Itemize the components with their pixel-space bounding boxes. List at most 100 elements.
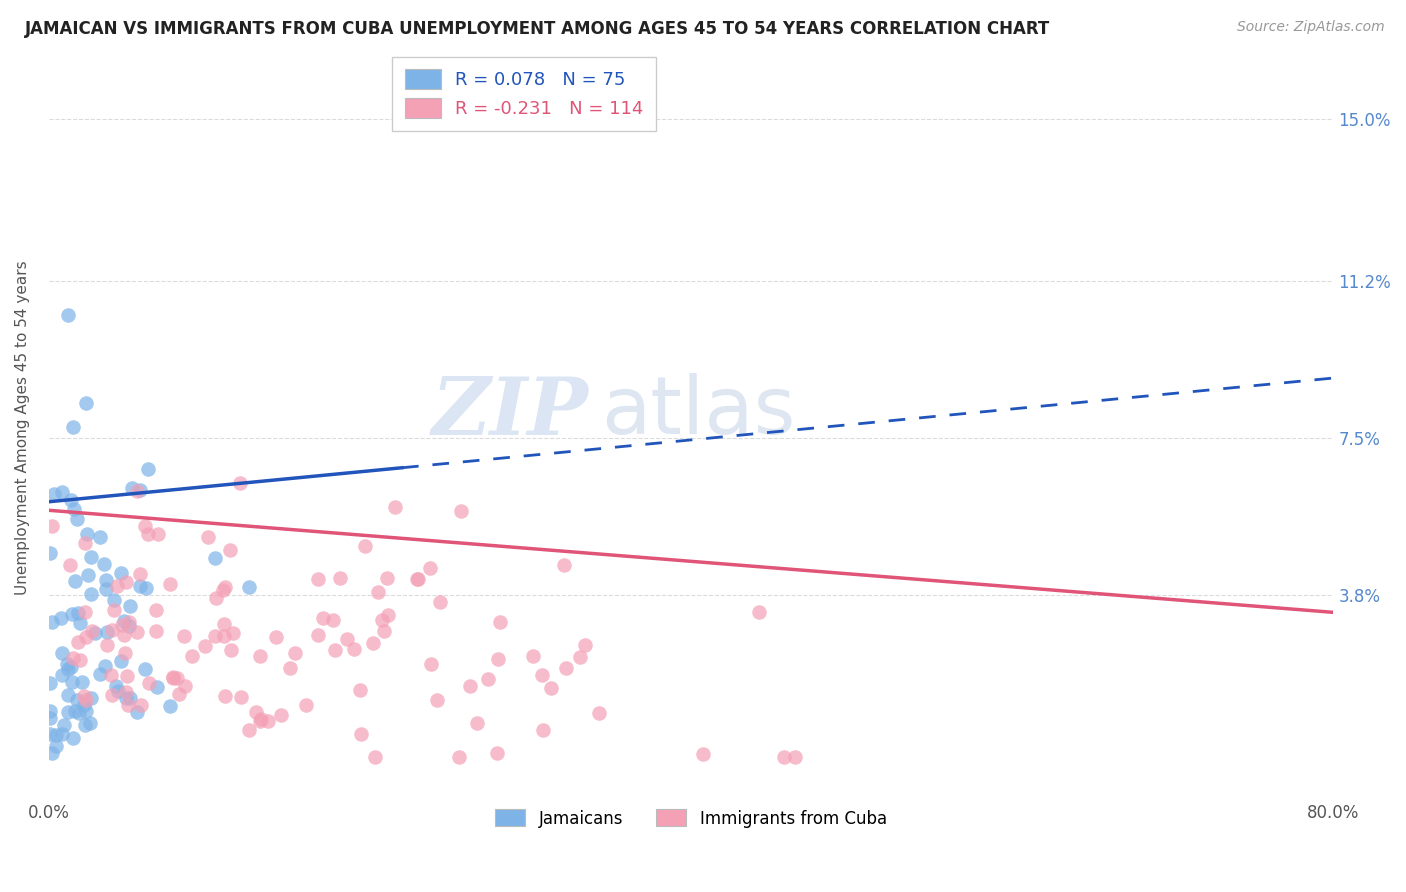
Point (110, 566, 132, 580)
Point (56, 662, 79, 676)
Point (76, 527, 98, 541)
Point (62, 650, 84, 665)
Point (159, 698, 181, 713)
Point (167, 687, 190, 701)
Point (73, 689, 96, 703)
Point (531, 723, 554, 738)
Point (39, 676, 62, 690)
Point (118, 615, 141, 629)
Point (336, 632, 359, 647)
Point (39, 704, 62, 718)
Point (450, 504, 472, 518)
Point (60, 607, 83, 622)
Point (73, 698, 96, 712)
Point (80, 691, 103, 706)
Point (62, 731, 84, 745)
Point (554, 661, 576, 675)
Point (530, 668, 553, 682)
Point (75, 396, 97, 410)
Point (465, 716, 488, 731)
Point (111, 618, 134, 632)
Point (773, 750, 796, 764)
Point (270, 707, 292, 722)
Point (205, 591, 228, 605)
Point (204, 629, 226, 643)
Point (96, 582, 118, 597)
Point (257, 714, 280, 729)
Point (80, 587, 103, 601)
Point (350, 727, 373, 741)
Point (136, 462, 159, 476)
Point (73, 535, 96, 549)
Point (94, 574, 117, 588)
Point (307, 628, 329, 642)
Point (62, 501, 84, 516)
Point (69, 653, 91, 667)
Point (229, 690, 252, 704)
Point (120, 690, 142, 705)
Point (173, 629, 195, 643)
Point (406, 572, 429, 586)
Point (418, 561, 440, 575)
Point (522, 648, 544, 663)
Point (59, 558, 82, 573)
Point (89, 530, 111, 544)
Point (45, 739, 67, 754)
Point (458, 679, 481, 693)
Point (129, 698, 152, 713)
Point (67, 706, 90, 720)
Point (489, 615, 512, 629)
Y-axis label: Unemployment Among Ages 45 to 54 years: Unemployment Among Ages 45 to 54 years (15, 260, 30, 595)
Point (214, 690, 236, 704)
Point (79, 716, 101, 731)
Point (96, 625, 118, 640)
Point (75, 693, 97, 707)
Point (486, 747, 509, 761)
Point (125, 624, 148, 639)
Point (103, 593, 125, 607)
Point (69, 615, 91, 630)
Point (574, 638, 596, 652)
Point (125, 706, 148, 720)
Point (104, 680, 127, 694)
Point (212, 629, 235, 643)
Point (329, 571, 352, 585)
Point (323, 643, 346, 657)
Text: ZIP: ZIP (432, 374, 588, 451)
Point (162, 670, 184, 684)
Point (540, 681, 562, 696)
Point (748, 606, 770, 620)
Point (63, 574, 86, 589)
Point (138, 676, 160, 690)
Point (115, 690, 138, 705)
Point (145, 624, 167, 638)
Point (107, 684, 129, 698)
Point (384, 500, 406, 514)
Point (284, 646, 307, 660)
Point (125, 483, 148, 498)
Text: atlas: atlas (602, 374, 796, 451)
Point (93, 557, 115, 571)
Point (426, 693, 449, 707)
Point (129, 579, 152, 593)
Point (361, 636, 384, 650)
Point (101, 688, 124, 702)
Point (60, 674, 83, 689)
Point (204, 550, 226, 565)
Point (39, 711, 62, 725)
Point (58, 705, 80, 719)
Point (112, 615, 135, 629)
Point (264, 630, 287, 644)
Point (51, 485, 73, 500)
Text: Source: ZipAtlas.com: Source: ZipAtlas.com (1237, 20, 1385, 34)
Point (449, 750, 471, 764)
Point (70, 675, 93, 690)
Point (145, 603, 167, 617)
Point (238, 723, 260, 737)
Point (66, 511, 89, 525)
Point (115, 685, 138, 699)
Point (364, 750, 387, 764)
Point (322, 613, 344, 627)
Point (373, 624, 395, 639)
Point (238, 580, 260, 594)
